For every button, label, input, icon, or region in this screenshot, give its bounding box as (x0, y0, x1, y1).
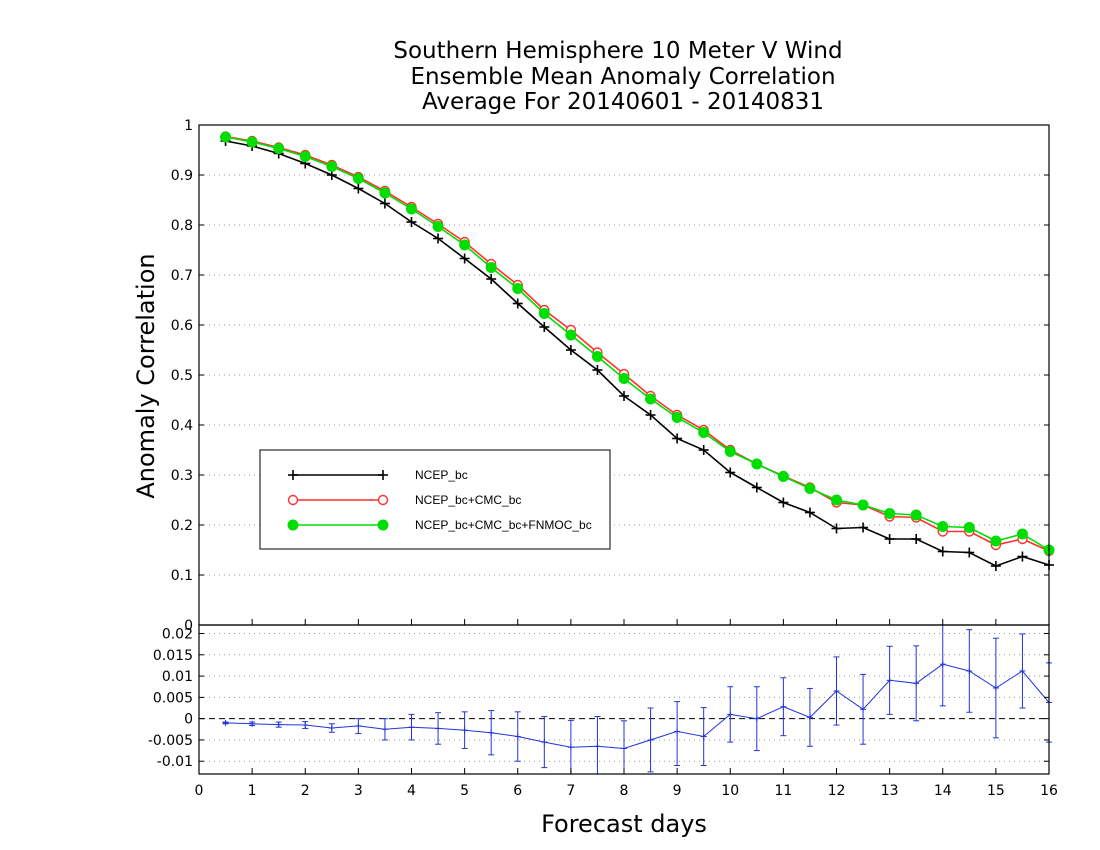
y-axis-label: Anomaly Correlation (132, 253, 160, 498)
data-point (963, 522, 975, 533)
chart-title-line-2: Ensemble Mean Anomaly Correlation (410, 64, 835, 90)
y-tick-label: -0.005 (148, 733, 193, 749)
chart-title-line-3: Average For 20140601 - 20140831 (422, 89, 824, 115)
x-tick-label: 6 (513, 783, 522, 799)
x-tick-label: 0 (195, 783, 204, 799)
y-tick-label: 0.01 (162, 669, 193, 685)
data-point (671, 412, 683, 423)
legend-item: NCEP_bc+CMC_bc+FNMOC_bc (287, 518, 592, 532)
data-point (724, 446, 736, 457)
legend-label: NCEP_bc (415, 468, 468, 482)
data-point (831, 494, 842, 506)
x-axis-label: Forecast days (541, 810, 707, 838)
data-point (512, 283, 524, 294)
data-point (379, 187, 391, 199)
data-point (299, 151, 311, 162)
y-tick-label: 0.9 (171, 168, 193, 184)
y-tick-label: -0.01 (157, 754, 193, 770)
chart-title-line-1: Southern Hemisphere 10 Meter V Wind (393, 38, 842, 64)
data-point (990, 535, 1002, 547)
x-tick-label: 4 (407, 783, 416, 799)
x-tick-label: 15 (987, 783, 1005, 799)
series-line (225, 663, 1050, 750)
x-tick-label: 13 (881, 783, 899, 799)
data-point (287, 519, 299, 531)
data-point (273, 143, 285, 154)
data-point (459, 239, 471, 251)
y-tick-label: 0 (184, 618, 193, 634)
bottom-panel-series (222, 625, 1052, 775)
legend-item: NCEP_bc (288, 468, 468, 482)
y-tick-label: 0.8 (171, 218, 193, 234)
x-tick-label: 11 (774, 783, 792, 799)
data-point (220, 131, 232, 143)
x-tick-label: 1 (248, 783, 257, 799)
x-tick-label: 16 (1040, 783, 1058, 799)
y-tick-label: 0.7 (171, 268, 193, 284)
data-point (538, 308, 550, 319)
y-tick-label: 0.005 (153, 690, 193, 706)
y-tick-label: 0.2 (171, 518, 193, 534)
legend-label: NCEP_bc+CMC_bc (415, 493, 521, 507)
y-tick-label: 0.4 (171, 418, 193, 434)
data-point (406, 203, 417, 215)
y-tick-label: 0.6 (171, 318, 193, 334)
difference-series (222, 625, 1052, 775)
x-tick-label: 12 (828, 783, 846, 799)
data-point (326, 161, 338, 172)
data-point (377, 519, 389, 531)
x-tick-label: 7 (566, 783, 575, 799)
legend-label: NCEP_bc+CMC_bc+FNMOC_bc (415, 518, 592, 532)
x-tick-label: 3 (354, 783, 363, 799)
y-tick-label: 1 (184, 118, 193, 134)
data-point (698, 427, 710, 438)
top-panel-series (220, 131, 1055, 571)
data-point (910, 509, 922, 521)
x-tick-label: 10 (721, 783, 739, 799)
data-point (804, 483, 816, 494)
x-tick-label: 5 (460, 783, 469, 799)
data-point (352, 173, 364, 184)
y-tick-label: 0.3 (171, 468, 193, 484)
x-tick-label: 8 (620, 783, 629, 799)
data-point (884, 508, 896, 519)
y-tick-label: 0 (184, 712, 193, 728)
data-point (591, 351, 603, 362)
data-point (485, 262, 497, 273)
data-point (432, 221, 444, 232)
data-point (751, 458, 763, 470)
x-tick-label: 14 (934, 783, 952, 799)
data-point (618, 373, 630, 384)
data-point (1016, 528, 1028, 540)
data-point (645, 393, 657, 405)
data-point (777, 471, 789, 482)
y-tick-label: 0.02 (162, 627, 193, 643)
data-point (857, 499, 869, 511)
legend: NCEP_bc NCEP_bc+CMC_bc NCEP_bc+CMC_bc+FNMO… (259, 449, 611, 550)
y-tick-label: 0.1 (171, 568, 193, 584)
legend-item: NCEP_bc+CMC_bc (287, 493, 521, 507)
x-tick-label: 9 (673, 783, 682, 799)
series-ncep-bc-cmc-bc-fnmoc-bc (220, 131, 1055, 556)
y-tick-label: 0.015 (153, 648, 193, 664)
data-point (246, 136, 258, 148)
data-point (287, 494, 299, 506)
x-tick-label: 2 (301, 783, 310, 799)
data-point (937, 521, 949, 532)
data-point (565, 329, 577, 341)
y-tick-label: 0.5 (171, 368, 193, 384)
axis-ticks: 0 0.1 0.2 0.3 0.4 0.5 0.6 0.7 0.8 0.9 1 -0.01 -0.005… (148, 118, 1058, 799)
data-point (377, 494, 389, 506)
